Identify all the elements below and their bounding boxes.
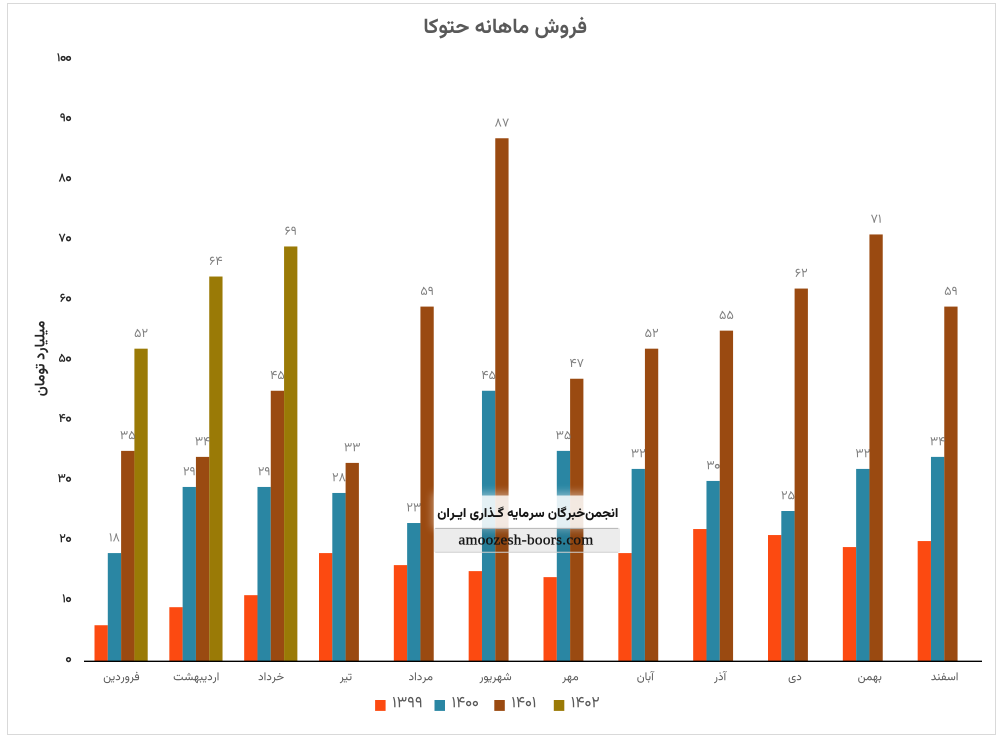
svg-text:amoozesh-boors.com: amoozesh-boors.com — [459, 532, 594, 549]
